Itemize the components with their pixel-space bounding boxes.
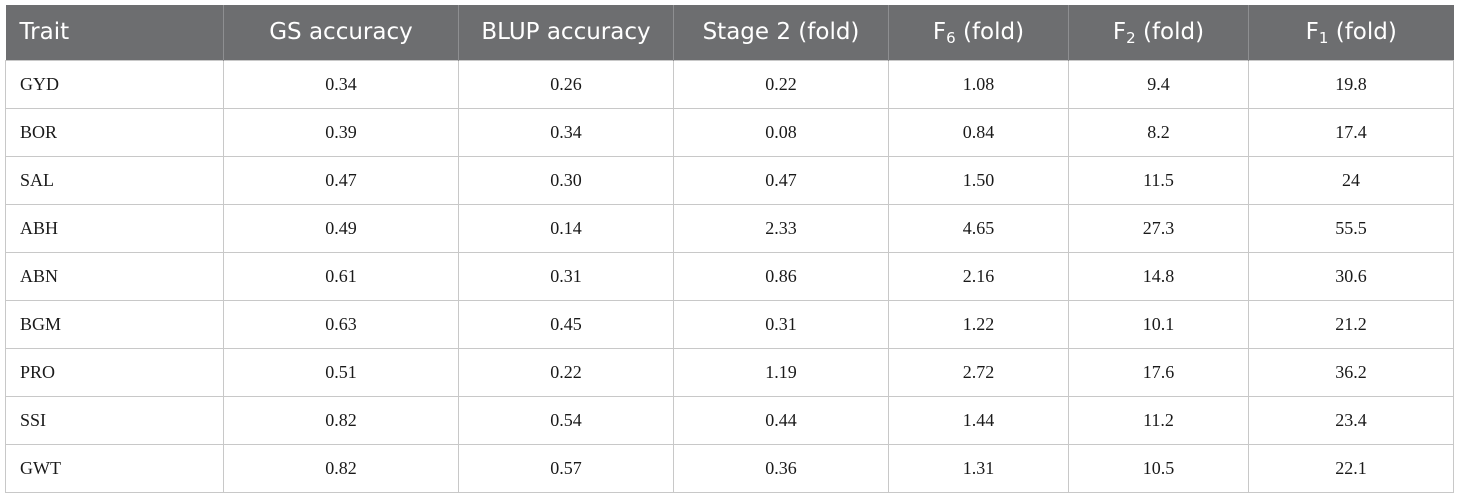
cell-f6-fold: 2.72 xyxy=(888,347,1069,397)
cell-f2-fold: 14.8 xyxy=(1068,251,1249,301)
cell-f6-fold: 0.84 xyxy=(888,107,1069,157)
cell-trait: BGM xyxy=(5,299,224,349)
cell-trait: SAL xyxy=(5,155,224,205)
cell-f6-fold: 1.44 xyxy=(888,395,1069,445)
cell-blup-accuracy: 0.14 xyxy=(458,203,674,253)
cell-blup-accuracy: 0.45 xyxy=(458,299,674,349)
cell-trait: PRO xyxy=(5,347,224,397)
cell-gs-accuracy: 0.34 xyxy=(223,59,459,109)
cell-f1-fold: 55.5 xyxy=(1248,203,1454,253)
cell-stage2-fold: 0.86 xyxy=(673,251,889,301)
cell-f2-fold: 17.6 xyxy=(1068,347,1249,397)
cell-trait: GWT xyxy=(5,443,224,493)
cell-stage2-fold: 0.31 xyxy=(673,299,889,349)
cell-f1-fold: 30.6 xyxy=(1248,251,1454,301)
header-cell-f6-fold: F6 (fold) xyxy=(888,5,1069,60)
table-row: GWT 0.82 0.57 0.36 1.31 10.5 22.1 xyxy=(5,443,1454,493)
cell-blup-accuracy: 0.31 xyxy=(458,251,674,301)
cell-stage2-fold: 1.19 xyxy=(673,347,889,397)
table-row: GYD 0.34 0.26 0.22 1.08 9.4 19.8 xyxy=(5,59,1454,109)
cell-stage2-fold: 2.33 xyxy=(673,203,889,253)
header-cell-blup-accuracy: BLUP accuracy xyxy=(458,5,674,60)
cell-gs-accuracy: 0.49 xyxy=(223,203,459,253)
cell-f6-fold: 4.65 xyxy=(888,203,1069,253)
cell-blup-accuracy: 0.34 xyxy=(458,107,674,157)
table-row: BOR 0.39 0.34 0.08 0.84 8.2 17.4 xyxy=(5,107,1454,157)
header-cell-gs-accuracy: GS accuracy xyxy=(223,5,459,60)
cell-f1-fold: 36.2 xyxy=(1248,347,1454,397)
cell-trait: ABN xyxy=(5,251,224,301)
table-row: BGM 0.63 0.45 0.31 1.22 10.1 21.2 xyxy=(5,299,1454,349)
cell-f1-fold: 21.2 xyxy=(1248,299,1454,349)
header-cell-f1-fold: F1 (fold) xyxy=(1248,5,1454,60)
header-cell-stage2-fold: Stage 2 (fold) xyxy=(673,5,889,60)
cell-f2-fold: 11.2 xyxy=(1068,395,1249,445)
cell-blup-accuracy: 0.22 xyxy=(458,347,674,397)
cell-f1-fold: 22.1 xyxy=(1248,443,1454,493)
results-table: Trait GS accuracy BLUP accuracy Stage 2 … xyxy=(5,5,1454,493)
cell-f1-fold: 19.8 xyxy=(1248,59,1454,109)
cell-blup-accuracy: 0.26 xyxy=(458,59,674,109)
cell-gs-accuracy: 0.47 xyxy=(223,155,459,205)
cell-f2-fold: 8.2 xyxy=(1068,107,1249,157)
cell-blup-accuracy: 0.57 xyxy=(458,443,674,493)
cell-f2-fold: 11.5 xyxy=(1068,155,1249,205)
cell-gs-accuracy: 0.82 xyxy=(223,443,459,493)
cell-stage2-fold: 0.36 xyxy=(673,443,889,493)
cell-f6-fold: 1.08 xyxy=(888,59,1069,109)
cell-blup-accuracy: 0.30 xyxy=(458,155,674,205)
cell-stage2-fold: 0.22 xyxy=(673,59,889,109)
table-body: GYD 0.34 0.26 0.22 1.08 9.4 19.8 BOR 0.39 0.34 0.0… xyxy=(5,59,1454,493)
cell-f6-fold: 1.50 xyxy=(888,155,1069,205)
cell-f2-fold: 27.3 xyxy=(1068,203,1249,253)
table-row: ABH 0.49 0.14 2.33 4.65 27.3 55.5 xyxy=(5,203,1454,253)
cell-f2-fold: 10.5 xyxy=(1068,443,1249,493)
cell-trait: ABH xyxy=(5,203,224,253)
header-cell-f2-fold: F2 (fold) xyxy=(1068,5,1249,60)
cell-gs-accuracy: 0.82 xyxy=(223,395,459,445)
cell-f1-fold: 23.4 xyxy=(1248,395,1454,445)
cell-gs-accuracy: 0.51 xyxy=(223,347,459,397)
cell-stage2-fold: 0.47 xyxy=(673,155,889,205)
cell-trait: GYD xyxy=(5,59,224,109)
table-row: SSI 0.82 0.54 0.44 1.44 11.2 23.4 xyxy=(5,395,1454,445)
cell-f2-fold: 9.4 xyxy=(1068,59,1249,109)
cell-trait: SSI xyxy=(5,395,224,445)
header-cell-trait: Trait xyxy=(5,5,224,60)
cell-f2-fold: 10.1 xyxy=(1068,299,1249,349)
table-row: ABN 0.61 0.31 0.86 2.16 14.8 30.6 xyxy=(5,251,1454,301)
cell-stage2-fold: 0.08 xyxy=(673,107,889,157)
cell-f1-fold: 17.4 xyxy=(1248,107,1454,157)
cell-gs-accuracy: 0.63 xyxy=(223,299,459,349)
cell-f6-fold: 2.16 xyxy=(888,251,1069,301)
cell-blup-accuracy: 0.54 xyxy=(458,395,674,445)
header-row: Trait GS accuracy BLUP accuracy Stage 2 … xyxy=(5,5,1454,60)
table-row: SAL 0.47 0.30 0.47 1.50 11.5 24 xyxy=(5,155,1454,205)
cell-gs-accuracy: 0.61 xyxy=(223,251,459,301)
cell-f6-fold: 1.31 xyxy=(888,443,1069,493)
cell-trait: BOR xyxy=(5,107,224,157)
cell-stage2-fold: 0.44 xyxy=(673,395,889,445)
cell-f1-fold: 24 xyxy=(1248,155,1454,205)
table-row: PRO 0.51 0.22 1.19 2.72 17.6 36.2 xyxy=(5,347,1454,397)
cell-f6-fold: 1.22 xyxy=(888,299,1069,349)
cell-gs-accuracy: 0.39 xyxy=(223,107,459,157)
